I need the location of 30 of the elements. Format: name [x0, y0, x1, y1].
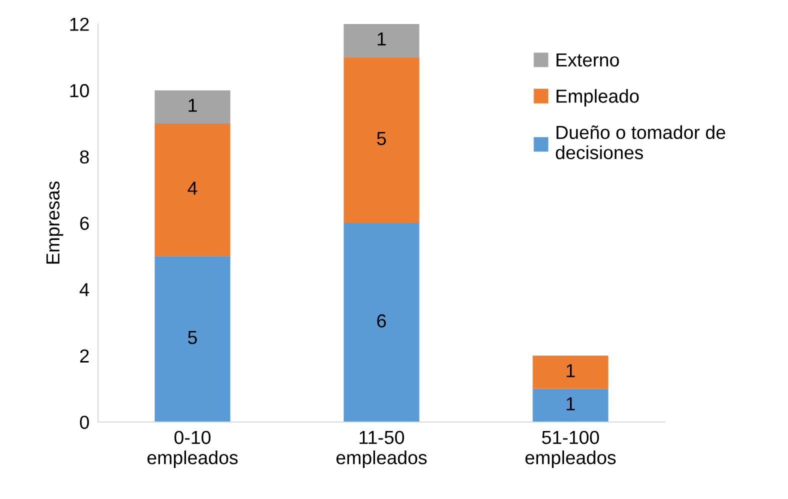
bar — [344, 57, 420, 223]
bar — [154, 256, 230, 422]
bar — [154, 90, 230, 124]
y-tick-label: 6 — [80, 216, 89, 230]
y-tick-label: 2 — [80, 349, 89, 362]
y-tick-label: 4 — [80, 283, 90, 296]
data-label: 6 — [377, 314, 386, 328]
data-label: 5 — [377, 132, 386, 146]
x-tick-label: 11-50 empleados — [336, 430, 427, 468]
legend-label: Dueño o tomador de decisiones — [556, 125, 726, 160]
y-tick-label: 0 — [80, 416, 89, 429]
bar — [344, 223, 420, 422]
y-tick-label: 10 — [70, 84, 89, 98]
x-tick-label: 0-10 empleados — [147, 430, 238, 468]
data-label: 1 — [566, 364, 575, 378]
y-tick-label: 12 — [70, 18, 89, 31]
y-tick-label: 8 — [80, 150, 89, 164]
data-label: 1 — [188, 98, 197, 112]
data-label: 4 — [188, 182, 198, 195]
bar — [532, 356, 608, 389]
y-axis-title: Empresas — [46, 181, 64, 264]
data-label: 1 — [566, 397, 575, 410]
data-label: 5 — [188, 331, 197, 344]
bar — [344, 24, 420, 58]
bar — [532, 388, 608, 422]
x-tick-label: 51-100 empleados — [525, 430, 616, 468]
bar — [154, 124, 230, 256]
data-label: 1 — [378, 32, 386, 46]
legend-label: Externo — [556, 54, 619, 67]
legend-label: Empleado — [556, 89, 639, 107]
